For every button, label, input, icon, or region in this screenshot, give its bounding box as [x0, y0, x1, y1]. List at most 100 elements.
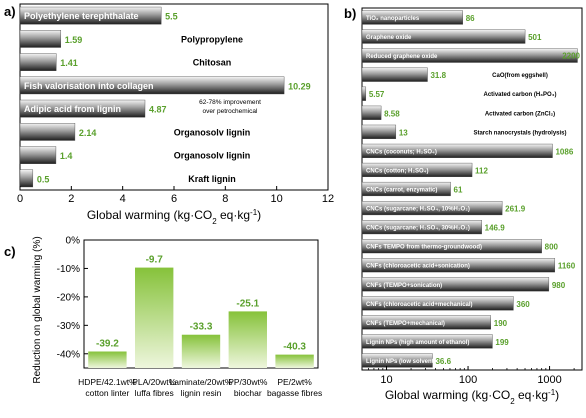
panel-c-y-tick-label: 0%	[66, 236, 81, 247]
panel-b-bar-label: CaO(from eggshell)	[492, 73, 548, 79]
panel-b-bar	[361, 277, 550, 292]
panel-b-x-axis-label-part-3: )	[555, 388, 559, 402]
panel-b-bar-label: CNFs TEMPO from thermo-groundwood)	[366, 245, 482, 251]
panel-a-x-tick-label: 2	[68, 193, 74, 205]
panel-c-bar	[88, 351, 127, 368]
panel-a: a) 5.5 Polyethylene terephthalate 1.59 Poly…	[4, 3, 334, 226]
panel-a-bar-label: Kraft lignin	[188, 174, 236, 184]
panel-c-value-label: -33.3	[190, 322, 213, 333]
panel-b-x-axis-label-part-1: Global warming (kg·CO	[385, 388, 510, 402]
panel-b-bar-label: CNFs (TEMPO+sonication)	[366, 283, 442, 289]
panel-b-bar	[361, 220, 482, 235]
panel-a-annotation-line-1: 62-78% improvement	[199, 99, 261, 106]
panel-a-value-label: 10.29	[288, 81, 311, 91]
panel-c-bar	[135, 267, 174, 368]
panel-c-category-label-line-1: PP/30wt%	[228, 377, 268, 387]
panel-b-bar-label: CNCs (sugarcane; H₂SO₄, 30%H₂O₂)	[366, 226, 470, 232]
panel-a-x-ticks: 0 2 4 6 8 10 12	[17, 186, 334, 205]
panel-c-category-label-line-2: lignin resin	[181, 388, 222, 398]
panel-b-value-label: 199	[495, 338, 509, 347]
panel-a-x-axis-label-part-3: )	[257, 208, 261, 222]
panel-b-value-label: 146.9	[485, 224, 506, 233]
panel-a-value-label: 4.87	[149, 105, 167, 115]
panel-a-bar	[19, 6, 162, 25]
panel-a-value-label: 2.14	[79, 128, 97, 138]
panel-c-y-ticks: 0% -10% -20% -30% -40%	[57, 236, 88, 360]
panel-b-bar-label: Activated carbon (H₃PO₄)	[484, 92, 557, 98]
panel-a-bar	[19, 169, 34, 188]
panel-a-bar-label: Organosolv lignin	[174, 151, 251, 161]
panel-b-bar	[361, 239, 542, 254]
panel-c-category-label-line-1: PLA/20wt%	[132, 377, 176, 387]
panel-c-value-label: -39.2	[96, 339, 119, 350]
panel-b-x-axis-label-sup: -1	[548, 388, 556, 397]
panel-b-value-label: 86	[466, 14, 475, 23]
panel-b-value-label: 190	[494, 319, 508, 328]
panel-a-bar-label: Fish valorisation into collagen	[24, 81, 154, 91]
panel-a-bar-label: Chitosan	[193, 58, 232, 68]
panel-b-bar-label: CNCs (carrot, enzymatic)	[366, 188, 437, 194]
panel-b-bar	[361, 143, 553, 158]
panel-c-category-label-line-2: biochar	[234, 388, 262, 398]
panel-c-y-tick-label: -30%	[57, 321, 80, 332]
panel-b-bar-label: CNFs (chloroacetic acid+sonication)	[366, 264, 470, 270]
panel-b-value-label: 800	[545, 243, 559, 252]
panel-b-value-label: 13	[399, 128, 408, 137]
panel-c-category-label-line-2: bagasse fibres	[267, 388, 322, 398]
panel-c-bars: -39.2 HDPE/42.1wt%cotton linter -9.7 PLA/20…	[78, 255, 322, 398]
panel-b-bar	[361, 200, 503, 216]
panel-a-x-axis-label-part-1: Global warming (kg·CO	[87, 208, 212, 222]
panel-b-value-label: 980	[552, 281, 566, 290]
panel-c-bar	[181, 334, 221, 368]
panel-a-value-label: 1.4	[60, 151, 73, 161]
panel-c-y-tick-label: -20%	[57, 292, 80, 303]
panel-a-bar	[19, 53, 57, 71]
panel-b-value-label: 1086	[555, 147, 573, 156]
panel-b-x-axis-label-part-2: eq·kg	[515, 388, 548, 402]
panel-b-bar	[361, 353, 433, 368]
panel-b-bar	[361, 86, 367, 101]
panel-b-x-tick-label: 1000	[537, 374, 561, 386]
panel-a-value-label: 5.5	[165, 12, 178, 22]
panel-a-annotation-line-2: over petrochemical	[203, 108, 258, 115]
panel-b-bar	[361, 162, 473, 178]
panel-a-x-tick-label: 12	[322, 193, 334, 205]
panel-b-bar	[361, 181, 451, 197]
panel-a-x-axis-label-sub: 2	[212, 217, 217, 226]
panel-b-bar-label: Lignin NPs (low solvent)	[366, 359, 436, 365]
panel-a-value-label: 1.59	[65, 35, 83, 45]
panel-c-label: c)	[4, 244, 16, 259]
panel-b-bar	[361, 258, 556, 273]
panel-c-y-tick-label: -10%	[57, 264, 80, 275]
panel-a-bar	[19, 99, 146, 118]
panel-b-bar-label: Lignin NPs (high amount of ethanol)	[366, 340, 469, 346]
panel-c-value-label: -9.7	[146, 255, 164, 266]
panel-b-bar	[361, 67, 428, 82]
panel-b-bar	[361, 48, 578, 63]
panel-c-bar	[275, 354, 314, 368]
panel-c-value-label: -40.3	[283, 342, 306, 353]
panel-c-value-label: -25.1	[236, 298, 259, 309]
panel-b-value-label: 501	[528, 33, 542, 42]
panel-a-label: a)	[4, 4, 16, 19]
panel-b-bar-label: CNCs (sugarcane; H₂SO₄, 10%H₂O₂)	[366, 207, 470, 213]
panel-b-bar	[361, 124, 397, 139]
panel-b-bar-label: CNFs (TEMPO+mechanical)	[366, 321, 445, 327]
panel-a-bar	[19, 30, 62, 48]
panel-b-label: b)	[344, 6, 356, 21]
panel-a-x-axis-label-part-2: eq·kg	[217, 208, 250, 222]
panel-b-x-axis-label: Global warming (kg·CO2 eq·kg-1)	[385, 388, 559, 406]
panel-b-bar-label: Reduced graphene oxide	[366, 54, 438, 60]
panel-c-bar	[228, 311, 267, 368]
panel-b-bar	[361, 29, 526, 44]
panel-b-value-label: 1160	[558, 262, 576, 271]
panel-b-bar-label: CNCs (cotton; H₂SO₄)	[366, 168, 429, 174]
panel-b-bar-label: Starch nanocrystals (hydrolysis)	[473, 130, 566, 136]
panel-b-value-label: 112	[475, 166, 488, 175]
panel-c-y-axis-label: Reduction on global warming (%)	[32, 236, 43, 383]
panel-a-x-axis-label: Global warming (kg·CO2 eq·kg-1)	[87, 208, 261, 226]
panel-a-x-tick-label: 4	[120, 193, 126, 205]
panel-b-bar	[361, 315, 491, 330]
panel-b-bar-label: Graphene oxide	[366, 35, 412, 41]
panel-a-bar-label: Organosolv lignin	[174, 127, 251, 137]
